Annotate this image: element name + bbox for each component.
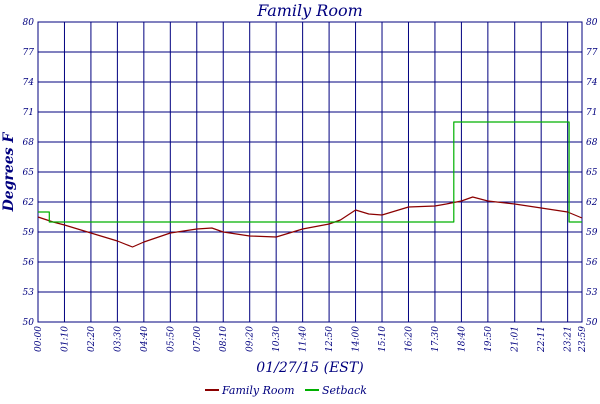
y-tick-label-right: 74 <box>586 78 598 88</box>
x-tick-label: 05:50 <box>166 326 176 352</box>
y-tick-label-right: 56 <box>586 258 598 268</box>
chart-title: Family Room <box>256 1 363 20</box>
legend-label-setback: Setback <box>322 384 367 397</box>
legend-label-family-room: Family Room <box>221 384 295 397</box>
x-tick-label: 01:10 <box>60 326 70 352</box>
x-tick-label: 09:20 <box>246 326 256 352</box>
x-tick-label: 02:20 <box>87 326 97 352</box>
x-tick-label: 00:00 <box>34 326 44 352</box>
series-line-family-room <box>37 196 583 248</box>
y-tick-label-left: 50 <box>23 318 35 328</box>
x-tick-label: 12:50 <box>325 326 335 352</box>
y-tick-label-right: 59 <box>586 228 598 238</box>
y-tick-label-left: 74 <box>23 78 35 88</box>
x-tick-label: 16:20 <box>404 326 414 352</box>
y-tick-label-left: 56 <box>23 258 35 268</box>
x-tick-label: 15:10 <box>378 326 388 352</box>
y-tick-label-left: 68 <box>23 138 35 148</box>
x-tick-label: 11:40 <box>299 326 309 352</box>
y-tick-label-left: 62 <box>23 198 35 208</box>
y-tick-label-right: 77 <box>586 48 598 58</box>
y-tick-label-left: 53 <box>23 288 35 298</box>
series-line-setback <box>38 121 582 223</box>
tick-labels: 50 50 53 53 56 56 59 59 62 62 65 65 68 68 71 71 74 74 77 77… <box>23 18 598 353</box>
x-tick-label: 17:30 <box>431 326 441 352</box>
grid <box>37 21 583 323</box>
x-tick-label: 14:00 <box>352 326 362 352</box>
legend: Family Room Setback <box>205 384 367 397</box>
y-tick-label-left: 80 <box>23 18 35 28</box>
y-tick-label-right: 53 <box>586 288 598 298</box>
y-tick-label-left: 65 <box>23 168 35 178</box>
x-tick-label: 18:40 <box>457 326 467 352</box>
x-tick-label: 23:21 <box>564 326 574 353</box>
x-tick-label: 08:10 <box>219 326 229 352</box>
x-tick-label: 19:50 <box>484 326 494 352</box>
series-layer <box>37 121 583 248</box>
x-tick-label: 21:01 <box>511 326 521 353</box>
y-tick-label-left: 77 <box>23 48 35 58</box>
y-tick-label-right: 65 <box>586 168 598 178</box>
y-tick-label-right: 80 <box>586 18 598 28</box>
x-tick-label: 03:30 <box>113 326 123 352</box>
x-axis-label: 01/27/15 (EST) <box>256 360 363 376</box>
y-tick-label-right: 68 <box>586 138 598 148</box>
y-tick-label-right: 50 <box>586 318 598 328</box>
y-axis-label: Degrees F <box>1 132 17 213</box>
y-tick-label-left: 59 <box>23 228 35 238</box>
x-tick-label: 22:11 <box>537 326 547 353</box>
x-tick-label: 07:00 <box>193 326 203 352</box>
x-tick-label: 04:40 <box>140 326 150 352</box>
x-tick-label: 10:30 <box>272 326 282 352</box>
y-tick-label-right: 71 <box>586 108 597 118</box>
y-tick-label-left: 71 <box>23 108 34 118</box>
x-tick-label: 23:59 <box>578 326 588 353</box>
y-tick-label-right: 62 <box>586 198 598 208</box>
